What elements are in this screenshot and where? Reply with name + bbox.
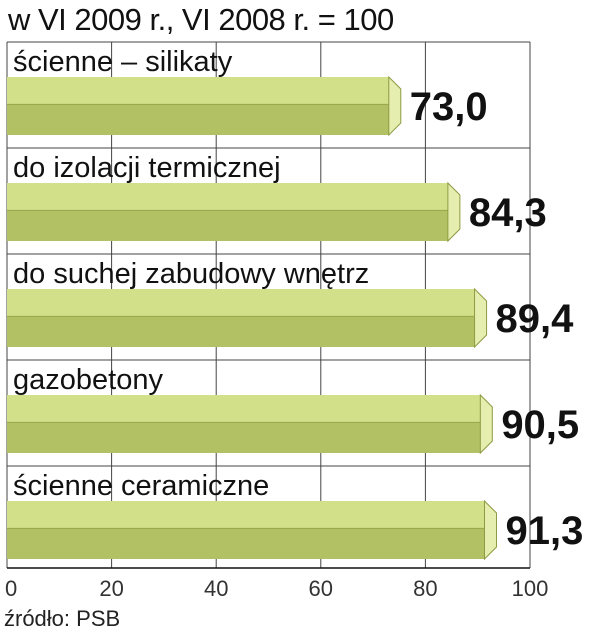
bar-end-cap [474, 287, 488, 349]
x-tick-label: 100 [512, 576, 549, 601]
x-tick-label: 60 [309, 576, 333, 601]
category-label: do izolacji termicznej [13, 152, 281, 184]
category-label: gazobetony [13, 364, 163, 396]
value-label: 91,3 [505, 509, 583, 553]
x-tick-label: 0 [5, 576, 17, 601]
bar-front-face [7, 528, 485, 559]
value-label: 89,4 [496, 297, 575, 341]
category-label: ścienne ceramiczne [13, 470, 269, 502]
x-axis: 0 20 40 60 80 100 [5, 567, 549, 601]
bar-end-cap [483, 499, 497, 561]
category-label: ścienne – silikaty [13, 46, 233, 78]
x-tick-label: 80 [413, 576, 437, 601]
bar-top-face [7, 501, 485, 529]
bar-end-cap [479, 393, 493, 455]
bar-front-face [7, 210, 448, 241]
bar-end-cap [447, 181, 461, 243]
bar-front-face [7, 422, 481, 453]
value-label: 73,0 [410, 85, 488, 129]
bar-end-cap [388, 75, 402, 137]
value-label: 90,5 [501, 403, 579, 447]
category-label: do suchej zabudowy wnętrz [13, 258, 369, 290]
source-note: źródło: PSB [4, 606, 121, 631]
bar-top-face [7, 289, 475, 317]
chart-title: w VI 2009 r., VI 2008 r. = 100 [8, 2, 394, 37]
bar-top-face [7, 395, 481, 423]
bar-top-face [7, 183, 448, 211]
bar-front-face [7, 316, 475, 347]
value-label: 84,3 [469, 191, 547, 235]
x-tick-label: 40 [204, 576, 228, 601]
bar-front-face [7, 104, 389, 135]
bars: ścienne – silikaty 73,0 do izolacji termic… [7, 46, 583, 561]
x-tick-label: 20 [99, 576, 123, 601]
bar-top-face [7, 77, 389, 105]
